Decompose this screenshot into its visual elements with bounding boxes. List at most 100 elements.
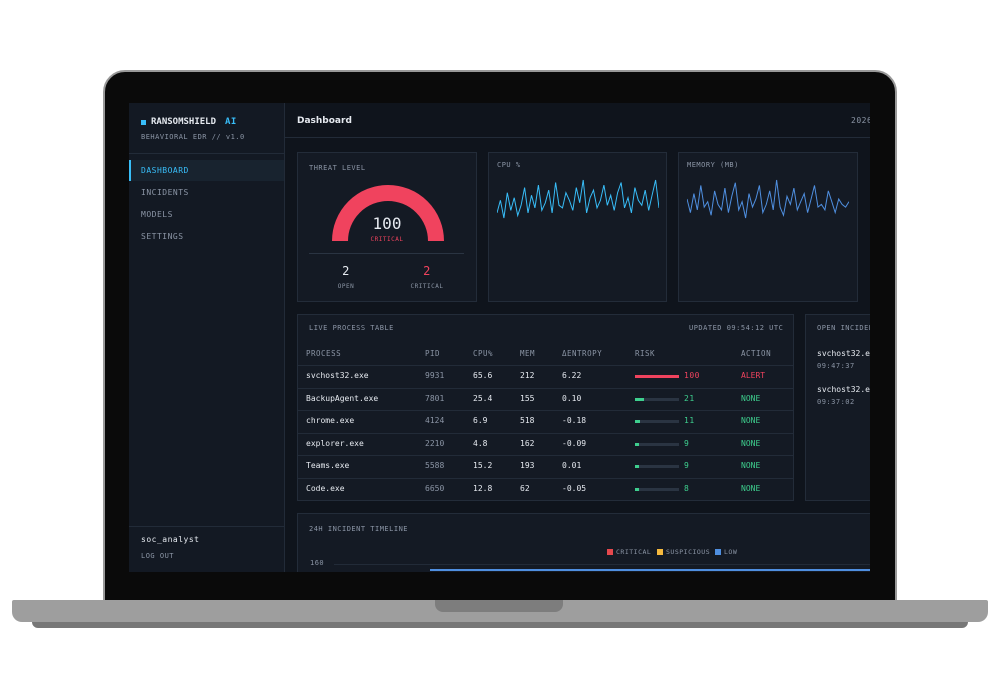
table-cell: 2210 bbox=[425, 438, 445, 448]
table-cell: 5588 bbox=[425, 461, 445, 471]
stat-label: CRITICAL bbox=[410, 283, 444, 290]
header-date: 2026 bbox=[851, 116, 870, 125]
table-cell: 6.9 bbox=[473, 416, 488, 426]
risk-bar bbox=[635, 397, 645, 401]
table-cell: 4.8 bbox=[473, 438, 488, 448]
timeline-line bbox=[430, 569, 870, 571]
table-cell: 4124 bbox=[425, 416, 445, 426]
risk-bar bbox=[635, 420, 640, 424]
table-cell: Teams.exe bbox=[306, 461, 350, 471]
table-cell: 12.8 bbox=[473, 484, 493, 493]
nav-item[interactable]: INCIDENTS bbox=[141, 188, 189, 197]
user-name: soc_analyst bbox=[141, 535, 200, 544]
risk-bar bbox=[635, 488, 639, 491]
table-cell: -0.09 bbox=[562, 438, 587, 448]
legend-label: SUSPICIOUS bbox=[666, 548, 711, 556]
risk-value: 21 bbox=[684, 393, 695, 403]
table-cell: 25.4 bbox=[473, 393, 493, 403]
table-cell: 518 bbox=[520, 416, 535, 426]
divider bbox=[284, 137, 870, 138]
laptop-base-shadow bbox=[32, 622, 968, 628]
table-cell: BackupAgent.exe bbox=[306, 393, 379, 403]
risk-track bbox=[635, 442, 679, 446]
column-header: RISK bbox=[635, 349, 656, 358]
cpu-panel bbox=[488, 152, 667, 302]
risk-track bbox=[635, 397, 679, 401]
cpu-label: CPU % bbox=[497, 161, 521, 169]
table-cell: 6650 bbox=[425, 484, 445, 493]
sparkline bbox=[497, 179, 659, 219]
header-title: Dashboard bbox=[297, 116, 352, 126]
table-updated: UPDATED 09:54:12 UTC bbox=[689, 324, 784, 332]
y-tick-label: 160 bbox=[310, 559, 325, 567]
stat-value: 2 bbox=[423, 264, 431, 278]
threat-value: 100 bbox=[372, 214, 402, 233]
column-header: PROCESS bbox=[306, 349, 342, 358]
brand-subtitle: BEHAVIORAL EDR // v1.0 bbox=[141, 133, 245, 141]
logout[interactable]: LOG OUT bbox=[141, 552, 175, 560]
brand-icon bbox=[141, 120, 146, 125]
table-cell: 193 bbox=[520, 461, 535, 471]
threat-status: CRITICAL bbox=[370, 236, 404, 243]
risk-track bbox=[635, 420, 679, 424]
threat-panel bbox=[297, 152, 477, 302]
risk-value: 9 bbox=[684, 461, 690, 471]
table-cell: -0.05 bbox=[562, 484, 587, 493]
incident-time: 09:37:02 bbox=[817, 398, 855, 406]
nav-item[interactable]: MODELS bbox=[141, 210, 173, 219]
incident-time: 09:47:37 bbox=[817, 362, 855, 370]
table-cell: 15.2 bbox=[473, 461, 493, 471]
legend-swatch bbox=[607, 549, 613, 555]
nav-item[interactable]: SETTINGS bbox=[141, 232, 184, 241]
memory-sparkline bbox=[687, 179, 849, 219]
table-cell: 62 bbox=[520, 484, 530, 493]
table-cell: NONE bbox=[741, 416, 761, 426]
cpu-sparkline bbox=[497, 179, 659, 219]
laptop-notch bbox=[435, 600, 563, 612]
risk-value: 11 bbox=[684, 416, 695, 426]
nav-item[interactable]: DASHBOARD bbox=[141, 166, 189, 175]
row-divider bbox=[298, 410, 793, 412]
sidebar bbox=[129, 103, 285, 572]
table-cell: NONE bbox=[741, 438, 761, 448]
legend-swatch bbox=[657, 549, 663, 555]
divider bbox=[129, 526, 284, 527]
incidents-title: OPEN INCIDENT bbox=[817, 324, 870, 332]
gauge-arc bbox=[332, 185, 444, 242]
brand-suffix: AI bbox=[225, 117, 237, 127]
threat-label: THREAT LEVEL bbox=[309, 164, 366, 172]
incident-name: svchost32.e bbox=[817, 385, 870, 394]
row-divider bbox=[298, 387, 793, 389]
risk-value: 100 bbox=[684, 371, 700, 380]
grid-line bbox=[334, 564, 870, 565]
memory-panel bbox=[678, 152, 858, 302]
incident-name: svchost32.e bbox=[817, 349, 870, 358]
table-title: LIVE PROCESS TABLE bbox=[309, 324, 394, 332]
sparkline bbox=[687, 179, 849, 219]
risk-track bbox=[635, 488, 679, 491]
gauge bbox=[332, 185, 444, 242]
column-header: PID bbox=[425, 349, 441, 358]
legend-label: CRITICAL bbox=[616, 548, 652, 556]
table-cell: 0.10 bbox=[562, 393, 582, 403]
table-cell: -0.18 bbox=[562, 416, 587, 426]
table-cell: 65.6 bbox=[473, 371, 493, 380]
table-cell: 6.22 bbox=[562, 371, 582, 380]
column-header: MEM bbox=[520, 349, 536, 358]
risk-bar bbox=[635, 442, 639, 446]
row-divider bbox=[298, 478, 793, 479]
incidents-panel bbox=[805, 314, 870, 501]
table-cell: 155 bbox=[520, 393, 535, 403]
risk-value: 8 bbox=[684, 484, 690, 493]
table-cell: 9931 bbox=[425, 371, 445, 380]
risk-value: 9 bbox=[684, 438, 690, 448]
table-cell: 0.01 bbox=[562, 461, 582, 471]
process-panel bbox=[297, 314, 794, 501]
timeline-panel bbox=[297, 513, 870, 572]
table-cell: NONE bbox=[741, 393, 761, 403]
row-divider bbox=[298, 432, 793, 434]
risk-bar bbox=[635, 375, 679, 378]
row-divider bbox=[298, 365, 793, 366]
nav-active bbox=[129, 160, 284, 181]
